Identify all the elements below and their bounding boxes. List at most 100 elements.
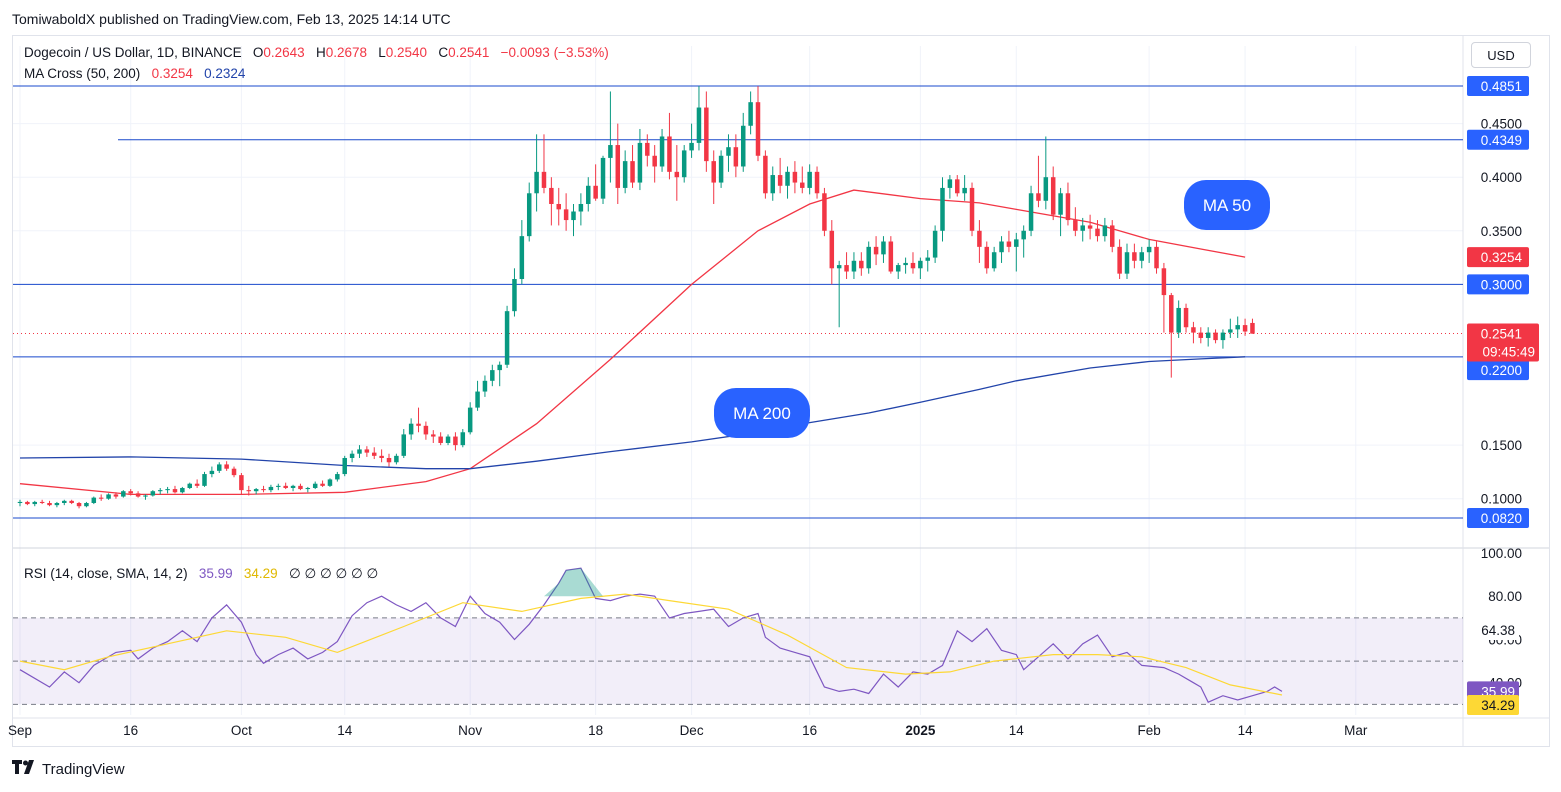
candle-body (1169, 295, 1174, 333)
ma-cross-label: MA Cross (50, 200) (24, 66, 141, 81)
candlesticks (17, 86, 1255, 509)
footer-brand[interactable]: TradingView (12, 760, 125, 778)
candle-body (792, 171, 798, 183)
candle-body (637, 142, 643, 183)
candle-up (600, 155, 606, 204)
candle-body (1043, 177, 1049, 201)
rsi-value-bg (1467, 695, 1519, 716)
candle-down (667, 112, 672, 180)
candle-body (1102, 225, 1108, 237)
candle-body (667, 136, 672, 172)
candle-up (305, 486, 311, 493)
close-label: C (438, 45, 449, 60)
candle-body (844, 265, 849, 272)
candle-body (84, 502, 89, 507)
candle-body (1087, 225, 1093, 229)
candle-body (689, 142, 694, 151)
x-tick-label: Feb (1138, 723, 1161, 738)
low-label: L (378, 45, 386, 60)
candle-body (770, 175, 776, 194)
tradingview-logo-icon (12, 760, 38, 778)
candle-body (726, 147, 731, 156)
candle-up (881, 236, 886, 263)
candle-down (1213, 329, 1218, 344)
candle-body (98, 497, 104, 499)
candle-body (91, 497, 97, 503)
candle-body (659, 136, 665, 167)
candle-body (504, 311, 510, 365)
candle-up (1021, 225, 1026, 258)
candle-body (76, 502, 82, 507)
candle-body (711, 161, 716, 183)
rsi-overbought-fill (544, 568, 603, 597)
high-value: 0.2678 (325, 45, 367, 60)
candle-down (645, 134, 650, 167)
candle-up (1176, 300, 1181, 338)
candle-up (622, 150, 628, 194)
candle-down (1065, 182, 1071, 226)
candle-body (563, 209, 569, 221)
candle-up (918, 257, 923, 280)
rsi-sma-value: 34.29 (243, 566, 278, 581)
candle-body (172, 489, 178, 493)
candle-up (408, 418, 414, 440)
candle-up (312, 481, 318, 490)
candle-body (1146, 246, 1152, 253)
candle-body (217, 464, 222, 471)
brand-name: TradingView (42, 760, 125, 778)
candle-body (1014, 239, 1019, 247)
candle-body (106, 494, 111, 499)
candle-up (32, 500, 38, 507)
candle-down (423, 421, 429, 440)
rsi-value-label: 34.29 (1481, 698, 1515, 713)
candle-up (150, 490, 156, 497)
candle-body (460, 432, 466, 446)
candle-body (910, 262, 916, 269)
candle-body (1117, 246, 1122, 274)
level-label: 0.0820 (1481, 511, 1522, 526)
candle-body (467, 407, 473, 433)
candle-body (534, 171, 539, 194)
candle-up (157, 487, 163, 495)
x-tick-label: Oct (231, 723, 252, 738)
candle-up (62, 499, 67, 506)
ma50-annotation-bg (1184, 180, 1270, 230)
axis-labels: Sep 16 Oct 14 Nov 18 Dec 16 2025 14 Feb 14 Mar 0.4500… (8, 76, 1539, 738)
candle-down (1095, 220, 1100, 242)
candle-body (755, 102, 761, 156)
price-label: 0.3254 (1481, 250, 1523, 265)
candle-down (1154, 241, 1159, 274)
candle-down (1250, 318, 1255, 334)
candle-body (209, 470, 215, 475)
candle-up (401, 429, 407, 458)
candle-up (1205, 327, 1211, 347)
candle-down (984, 241, 990, 274)
candle-body (283, 485, 288, 488)
candle-down (873, 236, 879, 266)
candle-down (556, 187, 561, 226)
candle-down (1169, 292, 1174, 378)
candle-up (106, 493, 111, 500)
candle-up (460, 429, 466, 448)
candle-body (881, 241, 886, 255)
candle-up (659, 128, 665, 172)
candle-down (1117, 239, 1122, 280)
candle-body (541, 171, 547, 188)
candle-body (47, 502, 52, 506)
candle-body (1073, 220, 1078, 231)
candle-down (755, 86, 761, 162)
candle-down (172, 485, 178, 494)
candle-up (519, 220, 525, 285)
price-tick-label: 0.1000 (1481, 492, 1522, 507)
candle-up (947, 175, 953, 199)
candle-body (955, 179, 960, 194)
candle-up (121, 490, 126, 498)
candle-body (1228, 329, 1233, 333)
candle-down (549, 177, 554, 226)
candle-up (571, 203, 576, 237)
candle-up (490, 364, 495, 387)
candle-down (763, 150, 768, 199)
currency-button[interactable]: USD (1471, 42, 1531, 68)
candle-body (113, 494, 119, 497)
